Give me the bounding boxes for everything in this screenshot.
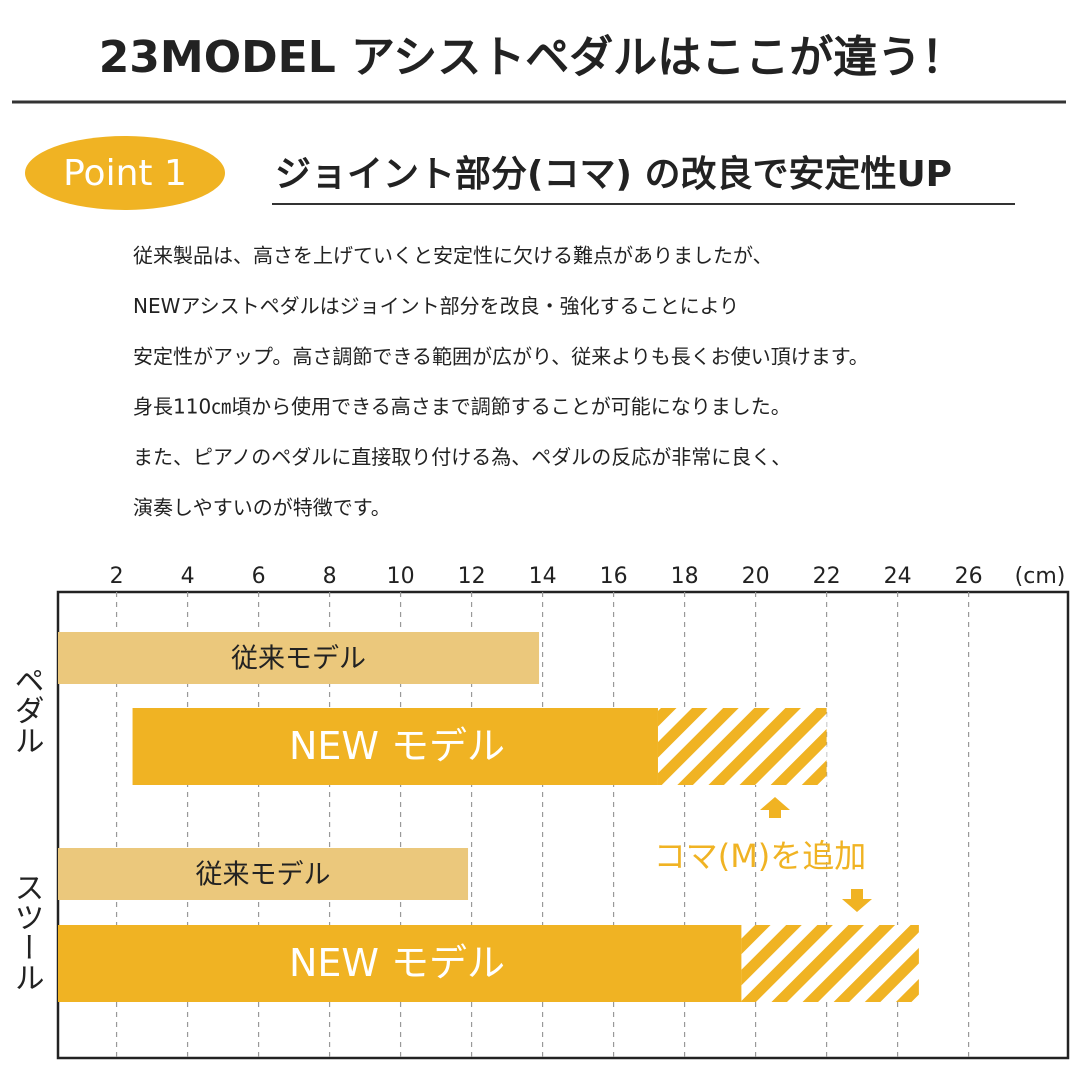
x-tick-label: 2 <box>110 564 124 589</box>
paragraph: 従来製品は、高さを上げていくと安定性に欠ける難点がありましたが、 NEWアシストペ… <box>133 244 869 520</box>
x-unit: (cm) <box>1015 564 1066 589</box>
paragraph-line: 身長110㎝頃から使用できる高さまで調節することが可能になりました。 <box>133 395 791 419</box>
new-bar <box>132 708 658 785</box>
badge <box>25 136 225 210</box>
x-tick-label: 24 <box>884 564 912 589</box>
chart-frame <box>56 590 1070 1060</box>
paragraph-line: 従来製品は、高さを上げていくと安定性に欠ける難点がありましたが、 <box>133 244 773 268</box>
new-bar-label: NEW モデル <box>289 941 505 985</box>
old-bar <box>58 848 469 900</box>
x-tick-label: 4 <box>181 564 195 589</box>
x-tick-label: 8 <box>323 564 337 589</box>
x-tick-label: 22 <box>813 564 841 589</box>
x-tick-label: 18 <box>671 564 699 589</box>
title: 23MODEL アシストペダルはここが違う！ <box>99 32 966 83</box>
new-bar-label: NEW モデル <box>289 724 505 768</box>
category-label: スツール <box>9 872 44 992</box>
x-tick-label: 6 <box>252 564 266 589</box>
heading: ジョイント部分(コマ) の改良で安定性UP <box>275 154 952 195</box>
badge-text: Point 1 <box>63 153 187 194</box>
new-bar <box>58 925 742 1002</box>
x-tick-label: 26 <box>955 564 983 589</box>
old-bar-label: 従来モデル <box>196 860 331 891</box>
x-tick-label: 14 <box>529 564 557 589</box>
extension-bar <box>741 925 919 1002</box>
paragraph-line: また、ピアノのペダルに直接取り付ける為、ペダルの反応が非常に良く、 <box>133 445 791 469</box>
old-bar-label: 従来モデル <box>231 644 366 675</box>
category-label: ペダル <box>9 665 44 755</box>
annotation: コマ(M)を追加 <box>654 837 867 875</box>
x-tick-label: 10 <box>387 564 415 589</box>
extension-bar <box>657 708 827 785</box>
paragraph-line: NEWアシストペダルはジョイント部分を改良・強化することにより <box>133 294 739 318</box>
old-bar <box>58 632 540 684</box>
x-tick-label: 16 <box>600 564 628 589</box>
down-arrow <box>842 889 872 912</box>
paragraph-line: 演奏しやすいのが特徴です。 <box>133 496 391 520</box>
paragraph-line: 安定性がアップ。高さ調節できる範囲が広がり、従来よりも長くお使い頂けます。 <box>133 344 869 368</box>
x-tick-label: 20 <box>742 564 770 589</box>
up-arrow <box>760 797 790 818</box>
x-tick-label: 12 <box>458 564 486 589</box>
